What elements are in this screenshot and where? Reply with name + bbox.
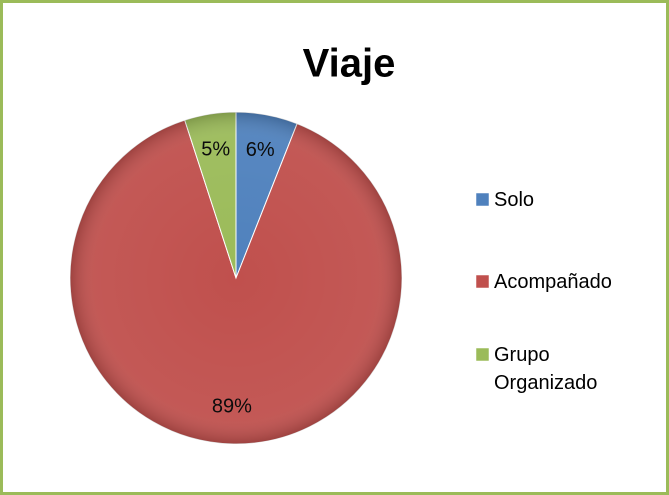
- legend-label: Solo: [494, 189, 535, 211]
- chart-title: Viaje: [303, 42, 396, 86]
- legend-swatch: [475, 274, 490, 289]
- legend-swatch: [475, 192, 490, 207]
- data-label: 6%: [246, 139, 275, 161]
- data-label: 89%: [212, 396, 252, 418]
- data-label: 5%: [201, 138, 230, 160]
- legend-swatch: [475, 347, 490, 362]
- legend-item: Grupo Organizado: [494, 344, 598, 394]
- legend-label: Grupo Organizado: [494, 344, 598, 394]
- legend-label: Acompañado: [494, 271, 612, 293]
- legend-item: Acompañado: [494, 271, 612, 293]
- legend-item: Solo: [494, 189, 535, 211]
